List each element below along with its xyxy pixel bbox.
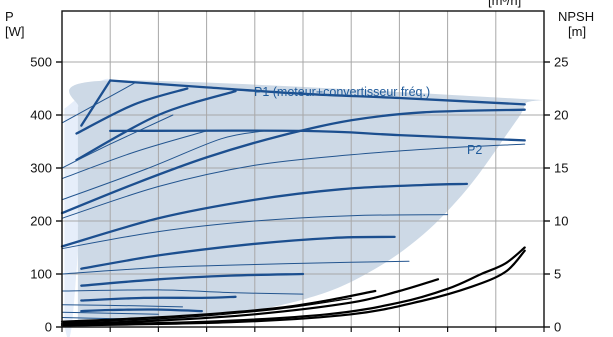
series-p2-18 xyxy=(61,304,183,308)
left-tick-label: 300 xyxy=(30,161,52,176)
series-p2-1 xyxy=(109,129,526,142)
series-p2-20 xyxy=(61,311,159,315)
right-tick-label: 20 xyxy=(554,108,568,123)
series-p2-8 xyxy=(61,130,265,201)
left-tick-label: 200 xyxy=(30,214,52,229)
annotation-p1: P1 (moteur+convertisseur fréq.) xyxy=(254,85,430,99)
series-npsh-23 xyxy=(60,278,440,325)
light-region xyxy=(64,78,111,337)
series-p1-0 xyxy=(109,79,526,106)
series-p1-15 xyxy=(80,272,305,287)
left-tick-label: 0 xyxy=(45,320,52,335)
annotation-p2: P2 xyxy=(467,143,482,157)
right-axis-unit: [m] xyxy=(568,24,586,39)
series-p2-12 xyxy=(61,214,449,250)
series-npsh-26 xyxy=(61,297,352,324)
left-axis-title: P xyxy=(5,9,14,24)
right-tick-label: 5 xyxy=(554,267,561,282)
operating-envelope xyxy=(69,80,543,327)
left-tick-label: 500 xyxy=(30,55,52,70)
series-npsh-25 xyxy=(60,249,526,327)
series-p2-16 xyxy=(61,289,304,295)
series-p1-17 xyxy=(80,295,237,302)
series-p2-5 xyxy=(61,82,135,124)
series-npsh-24 xyxy=(60,246,526,326)
series-p1-3 xyxy=(75,87,189,135)
series-p2-7 xyxy=(61,130,208,180)
right-tick-label: 25 xyxy=(554,55,568,70)
left-axis-unit: [W] xyxy=(5,24,25,39)
series-p2-14 xyxy=(61,260,410,275)
series-p2-6 xyxy=(61,114,174,169)
series-p1-4 xyxy=(75,89,237,162)
series-p1-19 xyxy=(80,308,203,313)
right-axis-title: NPSH xyxy=(558,9,594,24)
left-tick-label: 400 xyxy=(30,108,52,123)
right-tick-label: 10 xyxy=(554,214,568,229)
x-axis-unit-clipped: [m³/h] xyxy=(488,0,521,8)
series-p2-10 xyxy=(61,143,526,219)
series-npsh-22 xyxy=(60,289,377,323)
right-tick-label: 0 xyxy=(554,320,561,335)
right-tick-label: 15 xyxy=(554,161,568,176)
series-p1-13 xyxy=(80,235,396,270)
series-p1-2 xyxy=(80,79,112,127)
left-tick-label: 100 xyxy=(30,267,52,282)
series-p1-9 xyxy=(60,108,526,215)
series-p1-11 xyxy=(60,182,469,248)
